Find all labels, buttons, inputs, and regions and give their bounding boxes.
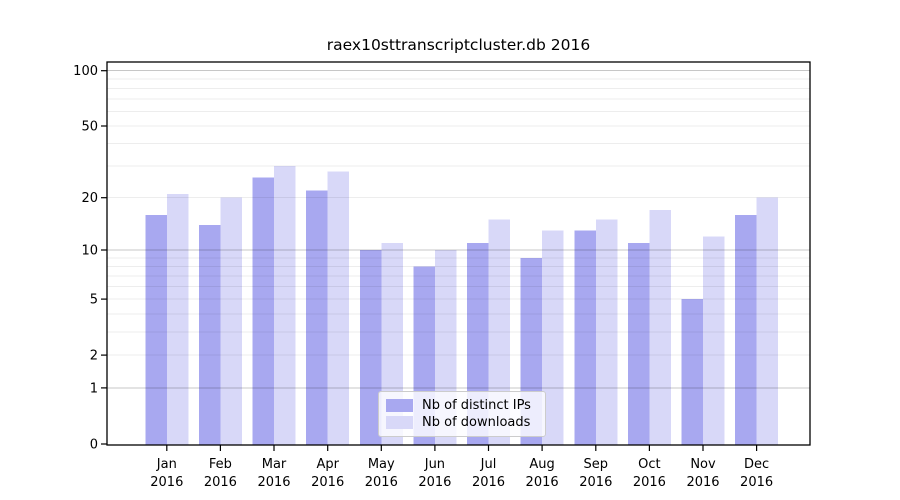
bar-downloads-mar: [274, 166, 296, 445]
y-tick-label: 1: [90, 381, 98, 396]
chart-title: raex10sttranscriptcluster.db 2016: [326, 36, 591, 54]
x-tick-label-month: May: [368, 457, 395, 472]
x-tick-label-month: Jan: [156, 457, 177, 472]
legend-label-downloads: Nb of downloads: [422, 415, 531, 431]
bar-ips-may: [359, 250, 382, 445]
x-tick-label-year: 2016: [472, 475, 505, 490]
x-tick-label-year: 2016: [418, 475, 451, 490]
bar-downloads-feb: [220, 197, 242, 445]
legend-swatch-distinct-ips: [386, 398, 413, 412]
x-tick-label-month: Apr: [316, 457, 339, 472]
bar-downloads-sep: [595, 219, 618, 445]
y-tick-label: 50: [81, 120, 98, 135]
legend: Nb of distinct IPs Nb of downloads: [378, 391, 546, 437]
bar-ips-feb: [198, 225, 221, 445]
bar-ips-sep: [574, 230, 596, 445]
y-tick-label: 0: [90, 438, 98, 453]
x-tick-label-year: 2016: [740, 475, 773, 490]
x-tick-label-year: 2016: [365, 475, 398, 490]
x-tick-label-month: Nov: [690, 457, 716, 472]
x-tick-label-year: 2016: [526, 475, 559, 490]
x-tick-label-year: 2016: [686, 475, 719, 490]
y-tick-label: 10: [81, 244, 98, 259]
x-tick-label-year: 2016: [204, 475, 237, 490]
x-tick-label-month: Feb: [209, 457, 232, 472]
x-tick-label-month: Sep: [584, 457, 609, 472]
x-tick-label-year: 2016: [311, 475, 344, 490]
bar-downloads-aug: [542, 230, 564, 445]
x-tick-label-month: Oct: [638, 457, 660, 472]
x-tick-label-month: Jul: [480, 457, 497, 472]
x-tick-label-month: Mar: [262, 457, 287, 472]
bar-ips-nov: [681, 299, 703, 445]
x-tick-label-month: Aug: [529, 457, 554, 472]
legend-item-downloads: Nb of downloads: [386, 415, 538, 430]
legend-label-distinct-ips: Nb of distinct IPs: [422, 397, 531, 413]
x-tick-label-month: Jun: [424, 457, 445, 472]
x-tick-label-year: 2016: [579, 475, 612, 490]
legend-swatch-downloads: [386, 416, 413, 430]
y-tick-label: 2: [90, 349, 98, 364]
x-tick-label-year: 2016: [633, 475, 666, 490]
x-tick-label-year: 2016: [257, 475, 290, 490]
bar-downloads-jul: [488, 219, 510, 445]
bar-downloads-apr: [327, 171, 350, 445]
plot-box: [106, 61, 811, 446]
bar-ips-dec: [735, 214, 757, 445]
bar-downloads-nov: [703, 236, 725, 445]
x-tick-label-month: Dec: [744, 457, 769, 472]
x-tick-label-year: 2016: [150, 475, 183, 490]
bar-ips-apr: [306, 190, 328, 445]
bar-downloads-oct: [649, 210, 671, 445]
bar-ips-jan: [145, 214, 167, 445]
bar-downloads-dec: [756, 197, 779, 445]
bar-ips-oct: [627, 243, 650, 445]
y-tick-label: 100: [73, 64, 98, 79]
bar-ips-mar: [252, 177, 274, 445]
legend-item-distinct-ips: Nb of distinct IPs: [386, 398, 538, 413]
bar-downloads-jan: [166, 194, 189, 445]
y-tick-label: 5: [90, 293, 98, 308]
y-tick-label: 20: [81, 191, 98, 206]
